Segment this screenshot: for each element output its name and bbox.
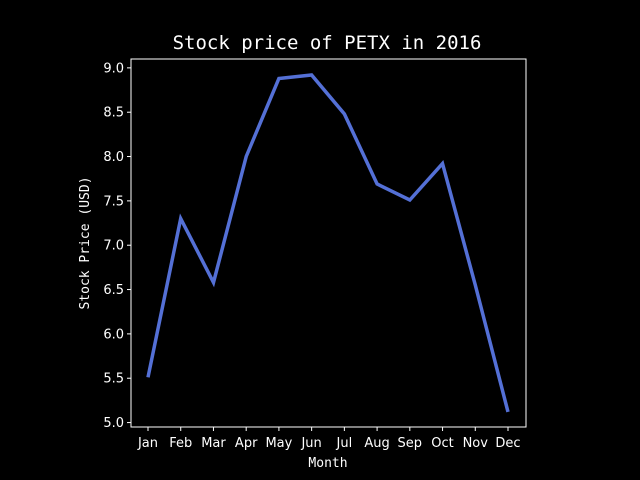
y-tick-label: 7.0	[103, 239, 124, 254]
y-tick-label: 9.0	[103, 61, 124, 76]
y-tick-label: 7.5	[103, 194, 124, 209]
x-tick-label: Sep	[398, 436, 423, 451]
y-tick-label: 6.0	[103, 327, 124, 342]
y-axis-label: Stock Price (USD)	[78, 176, 93, 309]
x-tick-label: Feb	[169, 436, 192, 451]
series-layer	[146, 73, 510, 413]
plot-area-frame	[130, 58, 527, 428]
y-tick-label: 6.5	[103, 283, 124, 298]
x-tick-label: Nov	[463, 436, 489, 451]
x-tick-label: Jul	[336, 436, 353, 451]
x-tick-label: Dec	[495, 436, 520, 451]
x-tick-label: Aug	[364, 436, 389, 451]
x-tick-label: Mar	[201, 436, 226, 451]
y-tick-label: 8.0	[103, 150, 124, 165]
x-tick-label: Jun	[300, 436, 321, 451]
y-tick-label: 5.0	[103, 416, 124, 431]
chart-title: Stock price of PETX in 2016	[173, 32, 482, 54]
y-axis: 5.0 5.5 6.0 6.5 7.0 7.5 8.0 8.5 9.0	[103, 61, 131, 431]
x-tick-label: May	[265, 436, 292, 451]
series-line-0	[146, 73, 510, 413]
x-axis: Jan Feb Mar Apr May Jun Jul Aug Sep Oct Nov Dec	[137, 427, 521, 451]
x-axis-label: Month	[308, 456, 347, 471]
x-tick-label: Oct	[431, 436, 453, 451]
y-tick-label: 5.5	[103, 372, 124, 387]
y-tick-label: 8.5	[103, 106, 124, 121]
x-tick-label: Apr	[235, 436, 258, 451]
x-tick-label: Jan	[137, 436, 158, 451]
